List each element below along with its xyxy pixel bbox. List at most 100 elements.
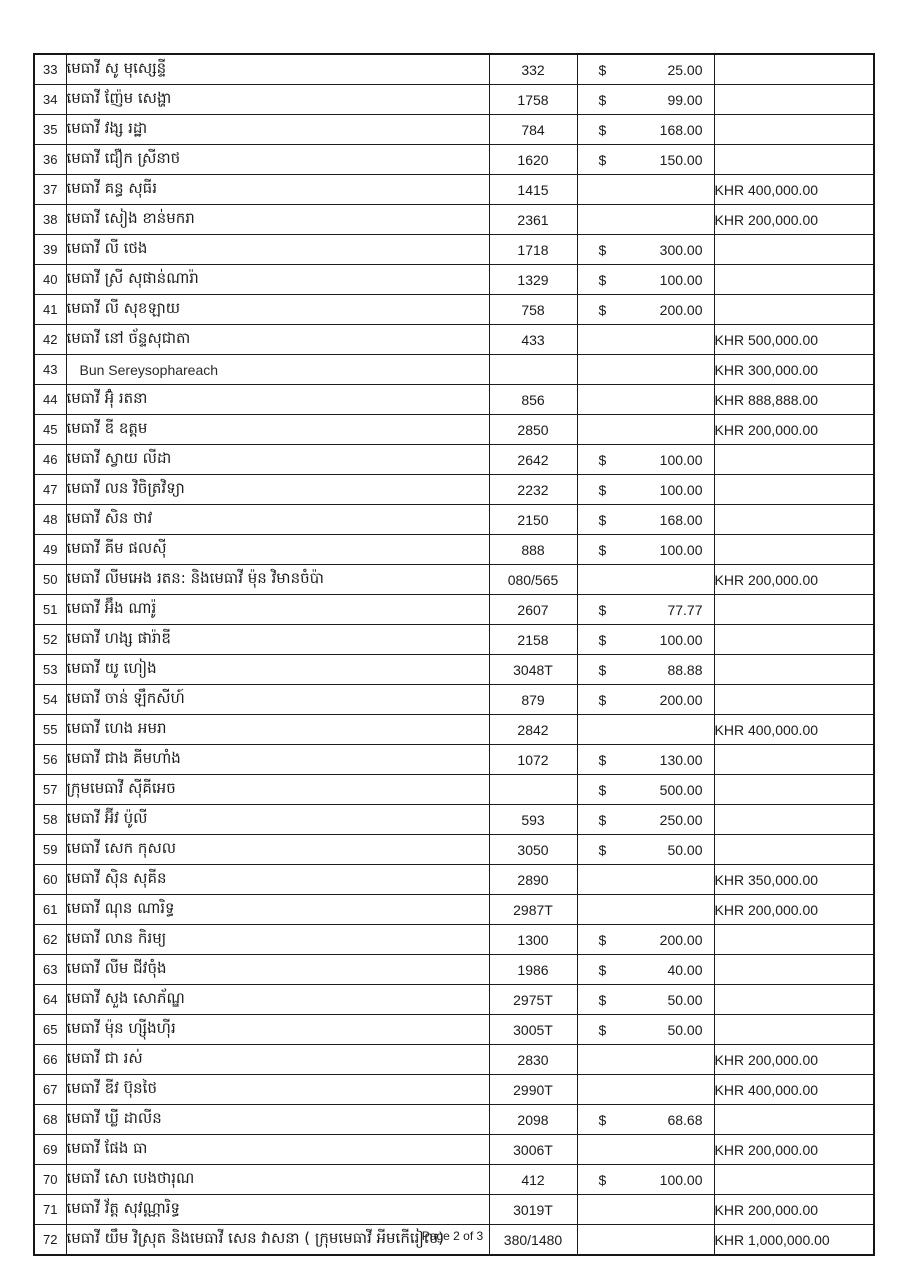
usd-amount-wrap: $250.00 bbox=[578, 811, 713, 828]
khr-amount-cell bbox=[713, 834, 875, 865]
case-number-cell: 856 bbox=[488, 384, 578, 415]
case-number-cell: 879 bbox=[488, 684, 578, 715]
dollar-sign: $ bbox=[598, 1021, 607, 1038]
case-number-cell: 332 bbox=[488, 53, 578, 85]
case-number-cell: 3050 bbox=[488, 834, 578, 865]
lawyer-name-cell: មេធាវី នៅ ច័ន្ទសុជាតា bbox=[65, 324, 490, 355]
case-number-cell: 2642 bbox=[488, 444, 578, 475]
case-number-cell: 1620 bbox=[488, 144, 578, 175]
usd-amount-wrap: $100.00 bbox=[578, 541, 713, 558]
khr-amount-cell: KHR 200,000.00 bbox=[713, 564, 875, 595]
row-number-cell: 44 bbox=[33, 384, 67, 415]
row-number-cell: 33 bbox=[33, 53, 67, 85]
lawyer-name-cell: មេធាវី ចាន់ ឡឹកសីហ៍ bbox=[65, 684, 490, 715]
row-number-cell: 40 bbox=[33, 264, 67, 295]
table-row: 51 មេធាវី អ៊ឹង ណារ៉ូ 2607 $77.77 bbox=[33, 594, 875, 625]
row-number-cell: 38 bbox=[33, 204, 67, 235]
case-number-cell: 2850 bbox=[488, 414, 578, 445]
case-number-cell: 080/565 bbox=[488, 564, 578, 595]
khr-amount-cell: KHR 400,000.00 bbox=[713, 714, 875, 745]
usd-amount-value: 100.00 bbox=[659, 481, 703, 498]
usd-amount-cell: $100.00 bbox=[576, 624, 715, 655]
khr-amount-cell: KHR 200,000.00 bbox=[713, 204, 875, 235]
usd-amount-cell: $100.00 bbox=[576, 444, 715, 475]
table-row: 34 មេធាវី ញ៉ែម សេង្ហា 1758 $99.00 bbox=[33, 84, 875, 115]
table-row: 40 មេធាវី ស្រី សុផាន់ណារ៉ា 1329 $100.00 bbox=[33, 264, 875, 295]
row-number-cell: 64 bbox=[33, 984, 67, 1015]
usd-amount-wrap: $50.00 bbox=[578, 841, 713, 858]
case-number-cell: 1300 bbox=[488, 924, 578, 955]
usd-amount-value: 250.00 bbox=[659, 811, 703, 828]
lawyer-name-cell: មេធាវី ជឿក ស្រីនាថ bbox=[65, 144, 490, 175]
row-number-cell: 37 bbox=[33, 174, 67, 205]
usd-amount-value: 168.00 bbox=[659, 511, 703, 528]
case-number-cell: 758 bbox=[488, 294, 578, 325]
lawyer-name-cell: មេធាវី ផែង ធា bbox=[65, 1134, 490, 1165]
khr-amount-cell: KHR 888,888.00 bbox=[713, 384, 875, 415]
khr-amount-cell: KHR 350,000.00 bbox=[713, 864, 875, 895]
usd-amount-wrap: $100.00 bbox=[578, 451, 713, 468]
table-row: 52 មេធាវី ហង្ស ផារ៉ាឌី 2158 $100.00 bbox=[33, 624, 875, 655]
khr-amount-cell: KHR 1,000,000.00 bbox=[713, 1224, 875, 1256]
usd-amount-value: 50.00 bbox=[667, 991, 703, 1008]
usd-amount-wrap: $77.77 bbox=[578, 602, 713, 618]
usd-amount-cell bbox=[576, 564, 715, 595]
usd-amount-cell bbox=[576, 204, 715, 235]
usd-amount-value: 88.88 bbox=[667, 661, 703, 678]
case-number-cell: 380/1480 bbox=[488, 1224, 578, 1256]
usd-amount-cell: $100.00 bbox=[576, 474, 715, 505]
usd-amount-cell bbox=[576, 1224, 715, 1256]
usd-amount-cell bbox=[576, 354, 715, 385]
dollar-sign: $ bbox=[598, 451, 607, 468]
usd-amount-wrap: $68.68 bbox=[578, 1112, 713, 1128]
table-row: 33 មេធាវី សូ មុស្សេន្ទី 332 $25.00 bbox=[33, 53, 875, 85]
row-number-cell: 53 bbox=[33, 654, 67, 685]
table-row: 56 មេធាវី ជាង គីមហាំង 1072 $130.00 bbox=[33, 744, 875, 775]
table-row: 47 មេធាវី លន វិចិត្រវិទ្យា 2232 $100.00 bbox=[33, 474, 875, 505]
case-number-cell: 3019T bbox=[488, 1194, 578, 1225]
dollar-sign: $ bbox=[598, 1171, 607, 1188]
table-row: 72 មេធាវី យឹម វិស្រុត និងមេធាវី សេន វាសនា… bbox=[33, 1224, 875, 1256]
usd-amount-cell bbox=[576, 324, 715, 355]
khr-amount-cell bbox=[713, 504, 875, 535]
usd-amount-value: 50.00 bbox=[667, 1021, 703, 1038]
case-number-cell: 1718 bbox=[488, 234, 578, 265]
dollar-sign: $ bbox=[598, 631, 607, 648]
usd-amount-value: 100.00 bbox=[659, 631, 703, 648]
row-number-cell: 54 bbox=[33, 684, 67, 715]
lawyer-name-cell: មេធាវី សេក កុសល bbox=[65, 834, 490, 865]
lawyer-name-cell: មេធាវី សួង សោភ័ណ្ឌ bbox=[65, 984, 490, 1015]
usd-amount-wrap: $168.00 bbox=[578, 122, 713, 138]
case-number-cell: 412 bbox=[488, 1164, 578, 1195]
khr-amount-cell bbox=[713, 114, 875, 145]
dollar-sign: $ bbox=[598, 841, 607, 858]
table-row: 50 មេធាវី លីមអេង រតន: និងមេធាវី ម៉ុន វិមា… bbox=[33, 564, 875, 595]
case-number-cell: 433 bbox=[488, 324, 578, 355]
usd-amount-cell: $300.00 bbox=[576, 234, 715, 265]
usd-amount-wrap: $50.00 bbox=[578, 1021, 713, 1038]
row-number-cell: 60 bbox=[33, 864, 67, 895]
dollar-sign: $ bbox=[598, 541, 607, 558]
row-number-cell: 56 bbox=[33, 744, 67, 775]
usd-amount-cell: $100.00 bbox=[576, 1164, 715, 1195]
case-number-cell: 2975T bbox=[488, 984, 578, 1015]
case-number-cell: 1329 bbox=[488, 264, 578, 295]
usd-amount-wrap: $88.88 bbox=[578, 661, 713, 678]
lawyer-name-cell: មេធាវី ជាង គីមហាំង bbox=[65, 744, 490, 775]
table-row: 37 មេធាវី គន្ធ សុធីរ 1415 KHR 400,000.00 bbox=[33, 174, 875, 205]
usd-amount-cell bbox=[576, 1194, 715, 1225]
fee-table-body: 33 មេធាវី សូ មុស្សេន្ទី 332 $25.00 34 មេធាវី … bbox=[33, 53, 875, 1256]
row-number-cell: 70 bbox=[33, 1164, 67, 1195]
table-row: 43 Bun Sereysophareach KHR 300,000.00 bbox=[33, 354, 875, 385]
usd-amount-wrap: $99.00 bbox=[578, 92, 713, 108]
row-number-cell: 48 bbox=[33, 504, 67, 535]
row-number-cell: 69 bbox=[33, 1134, 67, 1165]
usd-amount-wrap: $100.00 bbox=[578, 631, 713, 648]
row-number-cell: 72 bbox=[33, 1224, 67, 1256]
khr-amount-cell bbox=[713, 924, 875, 955]
usd-amount-cell bbox=[576, 894, 715, 925]
row-number-cell: 34 bbox=[33, 84, 67, 115]
usd-amount-cell: $500.00 bbox=[576, 774, 715, 805]
case-number-cell: 2607 bbox=[488, 594, 578, 625]
table-row: 65 មេធាវី ម៉ុន ហ្ស៊ីងហ៊ីរ 3005T $50.00 bbox=[33, 1014, 875, 1045]
